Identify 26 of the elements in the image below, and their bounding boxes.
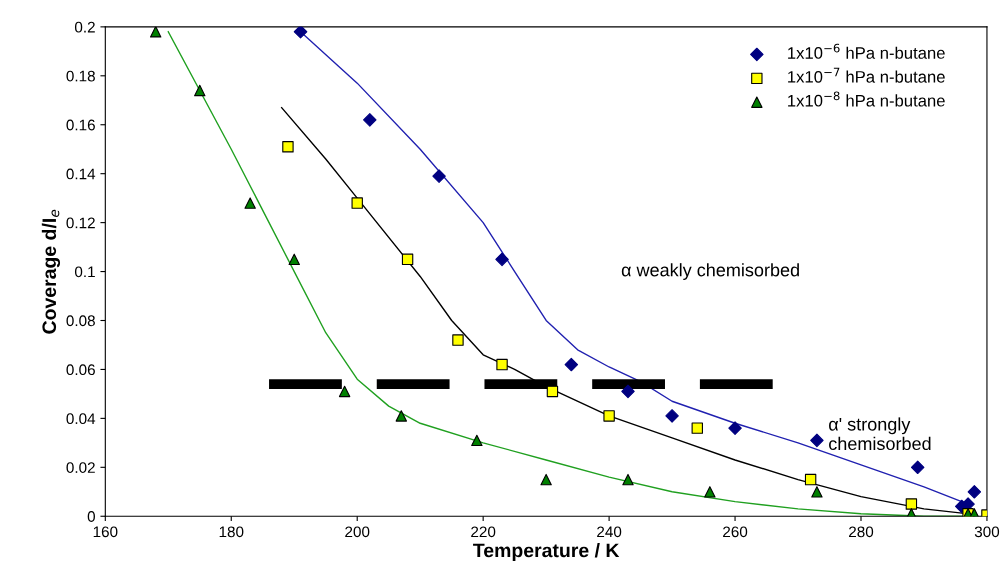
y-tick-label: 0 — [87, 511, 95, 522]
y-tick-label: 0.08 — [66, 315, 95, 327]
annotation: α weakly chemisorbed — [621, 263, 799, 280]
y-tick-label: 0.1 — [74, 266, 95, 278]
x-tick-label: 260 — [723, 526, 748, 538]
annotation: α' strongly chemisorbed — [829, 417, 931, 451]
y-tick-label: 0.2 — [74, 21, 95, 33]
x-tick-label: 160 — [93, 526, 118, 538]
x-tick-label: 280 — [849, 526, 874, 538]
x-tick-label: 200 — [345, 526, 370, 538]
y-tick-label: 0.12 — [66, 217, 95, 229]
legend-label: 1x10$^{−7}$ hPa n-butane — [788, 67, 945, 83]
y-tick-label: 0.14 — [66, 168, 96, 180]
legend-label: 1x10$^{−6}$ hPa n-butane — [788, 43, 945, 59]
x-tick-label: 240 — [597, 526, 622, 538]
x-tick-label: 220 — [471, 526, 496, 538]
x-tick-label: 300 — [974, 526, 1000, 538]
y-axis-title: Coverage d/I$_{e}$ — [41, 209, 61, 334]
y-tick-label: 0.16 — [66, 119, 95, 131]
x-tick-label: 180 — [219, 526, 244, 538]
y-tick-label: 0.18 — [66, 70, 95, 82]
legend-label: 1x10$^{−8}$ hPa n-butane — [788, 91, 945, 107]
y-tick-label: 0.02 — [66, 462, 95, 473]
y-tick-label: 0.06 — [66, 364, 95, 376]
x-axis-title: Temperature / K — [473, 543, 620, 562]
y-tick-label: 0.04 — [66, 413, 96, 425]
